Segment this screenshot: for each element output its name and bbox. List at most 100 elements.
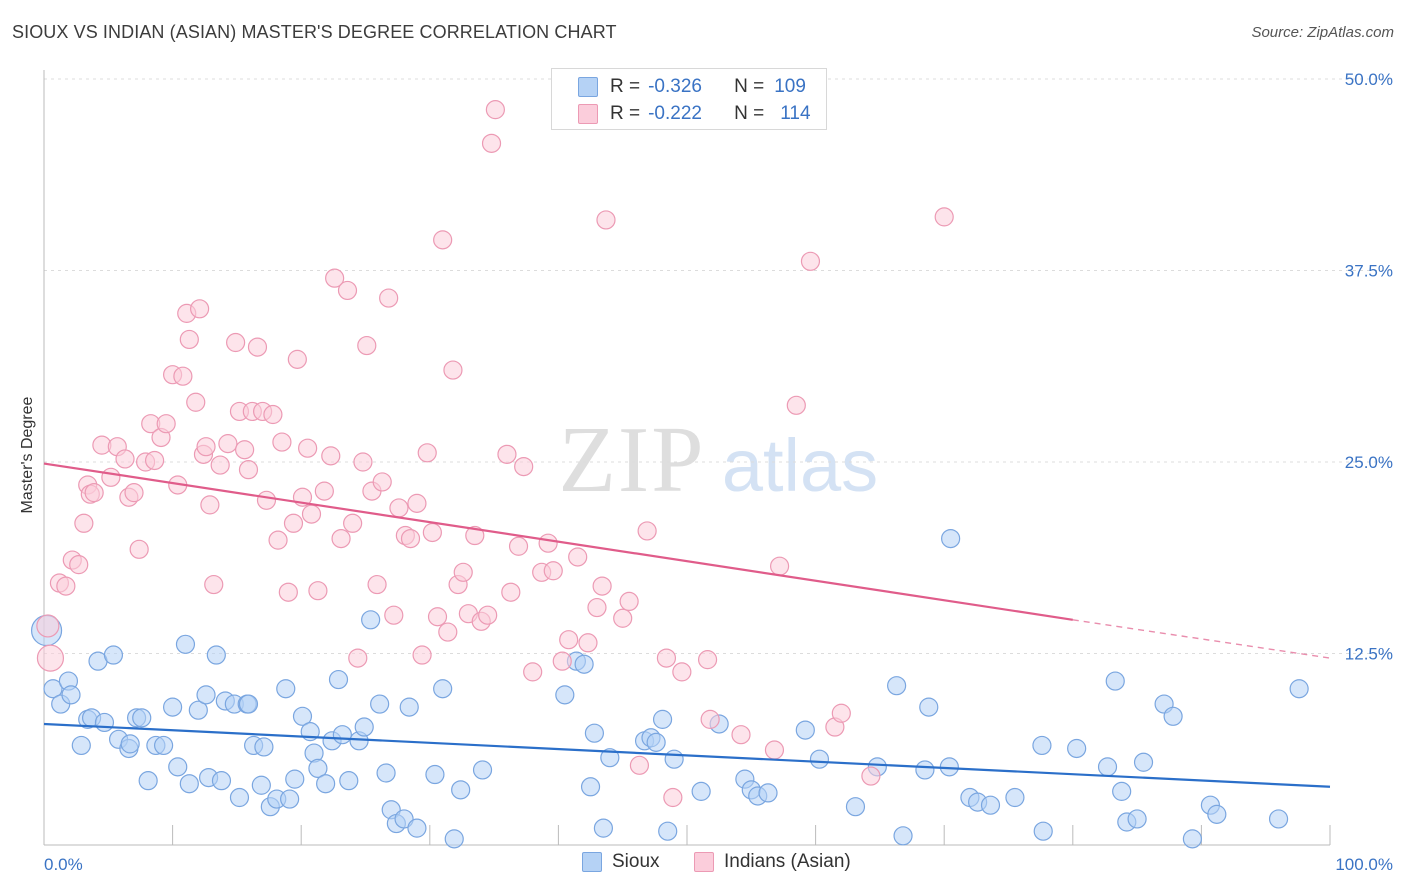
point-indians bbox=[407, 493, 427, 513]
point-sioux bbox=[399, 697, 419, 717]
point-sioux bbox=[361, 610, 381, 630]
point-indians bbox=[196, 437, 216, 457]
point-sioux bbox=[845, 797, 866, 817]
point-sioux bbox=[919, 697, 939, 717]
point-indians bbox=[700, 709, 720, 729]
legend-n-value: 109 bbox=[774, 76, 806, 97]
point-indians bbox=[501, 582, 521, 602]
point-indians bbox=[268, 530, 288, 550]
point-indians bbox=[731, 725, 751, 745]
point-sioux bbox=[1207, 804, 1227, 824]
point-sioux bbox=[555, 685, 575, 705]
point-indians bbox=[629, 755, 650, 775]
point-sioux bbox=[795, 720, 815, 740]
point-indians bbox=[337, 280, 358, 301]
point-indians bbox=[433, 230, 453, 250]
point-sioux bbox=[332, 725, 352, 745]
point-indians bbox=[697, 650, 718, 670]
point-sioux bbox=[472, 760, 493, 780]
point-indians bbox=[238, 460, 259, 480]
point-indians bbox=[481, 133, 502, 153]
point-sioux bbox=[339, 771, 359, 791]
point-sioux bbox=[574, 654, 594, 674]
point-sioux bbox=[1105, 671, 1125, 691]
point-indians bbox=[552, 651, 572, 671]
point-sioux bbox=[980, 795, 1001, 815]
point-sioux bbox=[451, 780, 471, 800]
point-indians bbox=[592, 576, 612, 596]
point-indians bbox=[56, 576, 76, 596]
point-indians bbox=[831, 703, 851, 723]
point-indians bbox=[861, 766, 881, 786]
point-sioux bbox=[188, 700, 208, 720]
point-indians bbox=[427, 607, 448, 627]
x-tick-label: 100.0% bbox=[1335, 855, 1393, 874]
point-indians bbox=[465, 525, 485, 546]
point-sioux bbox=[425, 764, 445, 785]
point-indians bbox=[538, 533, 558, 553]
point-sioux bbox=[593, 818, 614, 838]
point-sioux bbox=[1005, 787, 1025, 808]
point-indians bbox=[101, 467, 121, 487]
series-swatch-sioux bbox=[582, 852, 602, 872]
point-indians bbox=[190, 299, 210, 319]
point-indians bbox=[74, 513, 94, 533]
point-indians bbox=[508, 536, 529, 556]
point-indians bbox=[226, 332, 246, 353]
point-sioux bbox=[196, 685, 216, 705]
point-indians bbox=[663, 787, 683, 808]
point-indians bbox=[308, 581, 328, 601]
point-sioux bbox=[229, 787, 250, 808]
series-label-sioux: Sioux bbox=[612, 851, 660, 872]
point-sioux bbox=[1097, 757, 1118, 777]
point-sioux bbox=[138, 771, 158, 791]
watermark: ZIP atlas bbox=[559, 408, 879, 512]
point-indians bbox=[559, 630, 579, 650]
legend-n-label: N = bbox=[734, 76, 765, 97]
point-sioux bbox=[1182, 829, 1202, 849]
series-legend-sioux: Sioux bbox=[582, 851, 660, 873]
point-sioux bbox=[691, 781, 711, 801]
point-sioux bbox=[120, 734, 140, 754]
point-indians bbox=[613, 608, 633, 628]
point-indians bbox=[578, 633, 598, 653]
x-tick-label: 0.0% bbox=[44, 855, 83, 874]
axes bbox=[43, 70, 1331, 846]
point-sioux bbox=[276, 679, 296, 699]
legend-r-value: -0.222 bbox=[648, 103, 702, 124]
point-sioux bbox=[43, 679, 63, 699]
point-indians bbox=[379, 288, 399, 308]
point-indians bbox=[800, 251, 821, 271]
point-indians bbox=[443, 360, 463, 380]
point-indians bbox=[453, 562, 473, 582]
point-indians bbox=[417, 443, 437, 463]
point-sioux bbox=[407, 818, 427, 838]
point-indians bbox=[934, 207, 954, 227]
point-sioux bbox=[163, 697, 183, 717]
point-indians bbox=[84, 483, 104, 503]
point-indians bbox=[478, 605, 498, 625]
point-indians bbox=[144, 450, 165, 471]
point-sioux bbox=[915, 760, 935, 780]
legend-row-indians: R = -0.222 N = 114 bbox=[552, 101, 811, 127]
point-indians bbox=[301, 504, 322, 524]
trend-lines bbox=[43, 462, 1331, 788]
point-sioux bbox=[292, 706, 313, 726]
y-tick-label: 50.0% bbox=[1345, 70, 1393, 89]
point-sioux bbox=[1163, 706, 1183, 726]
point-indians bbox=[263, 404, 283, 425]
point-sioux bbox=[376, 763, 396, 783]
point-sioux bbox=[316, 774, 336, 794]
trend-line-indians bbox=[43, 462, 1073, 621]
point-indians bbox=[357, 335, 377, 356]
point-sioux bbox=[652, 709, 673, 729]
point-indians bbox=[156, 414, 176, 434]
point-indians bbox=[400, 528, 421, 549]
point-sioux bbox=[893, 826, 913, 846]
legend-r-value: -0.326 bbox=[648, 76, 702, 97]
trend-line-sioux bbox=[43, 722, 1331, 788]
point-indians bbox=[353, 452, 373, 472]
point-indians bbox=[283, 513, 304, 533]
data-points bbox=[30, 100, 1309, 849]
point-indians bbox=[367, 574, 387, 595]
